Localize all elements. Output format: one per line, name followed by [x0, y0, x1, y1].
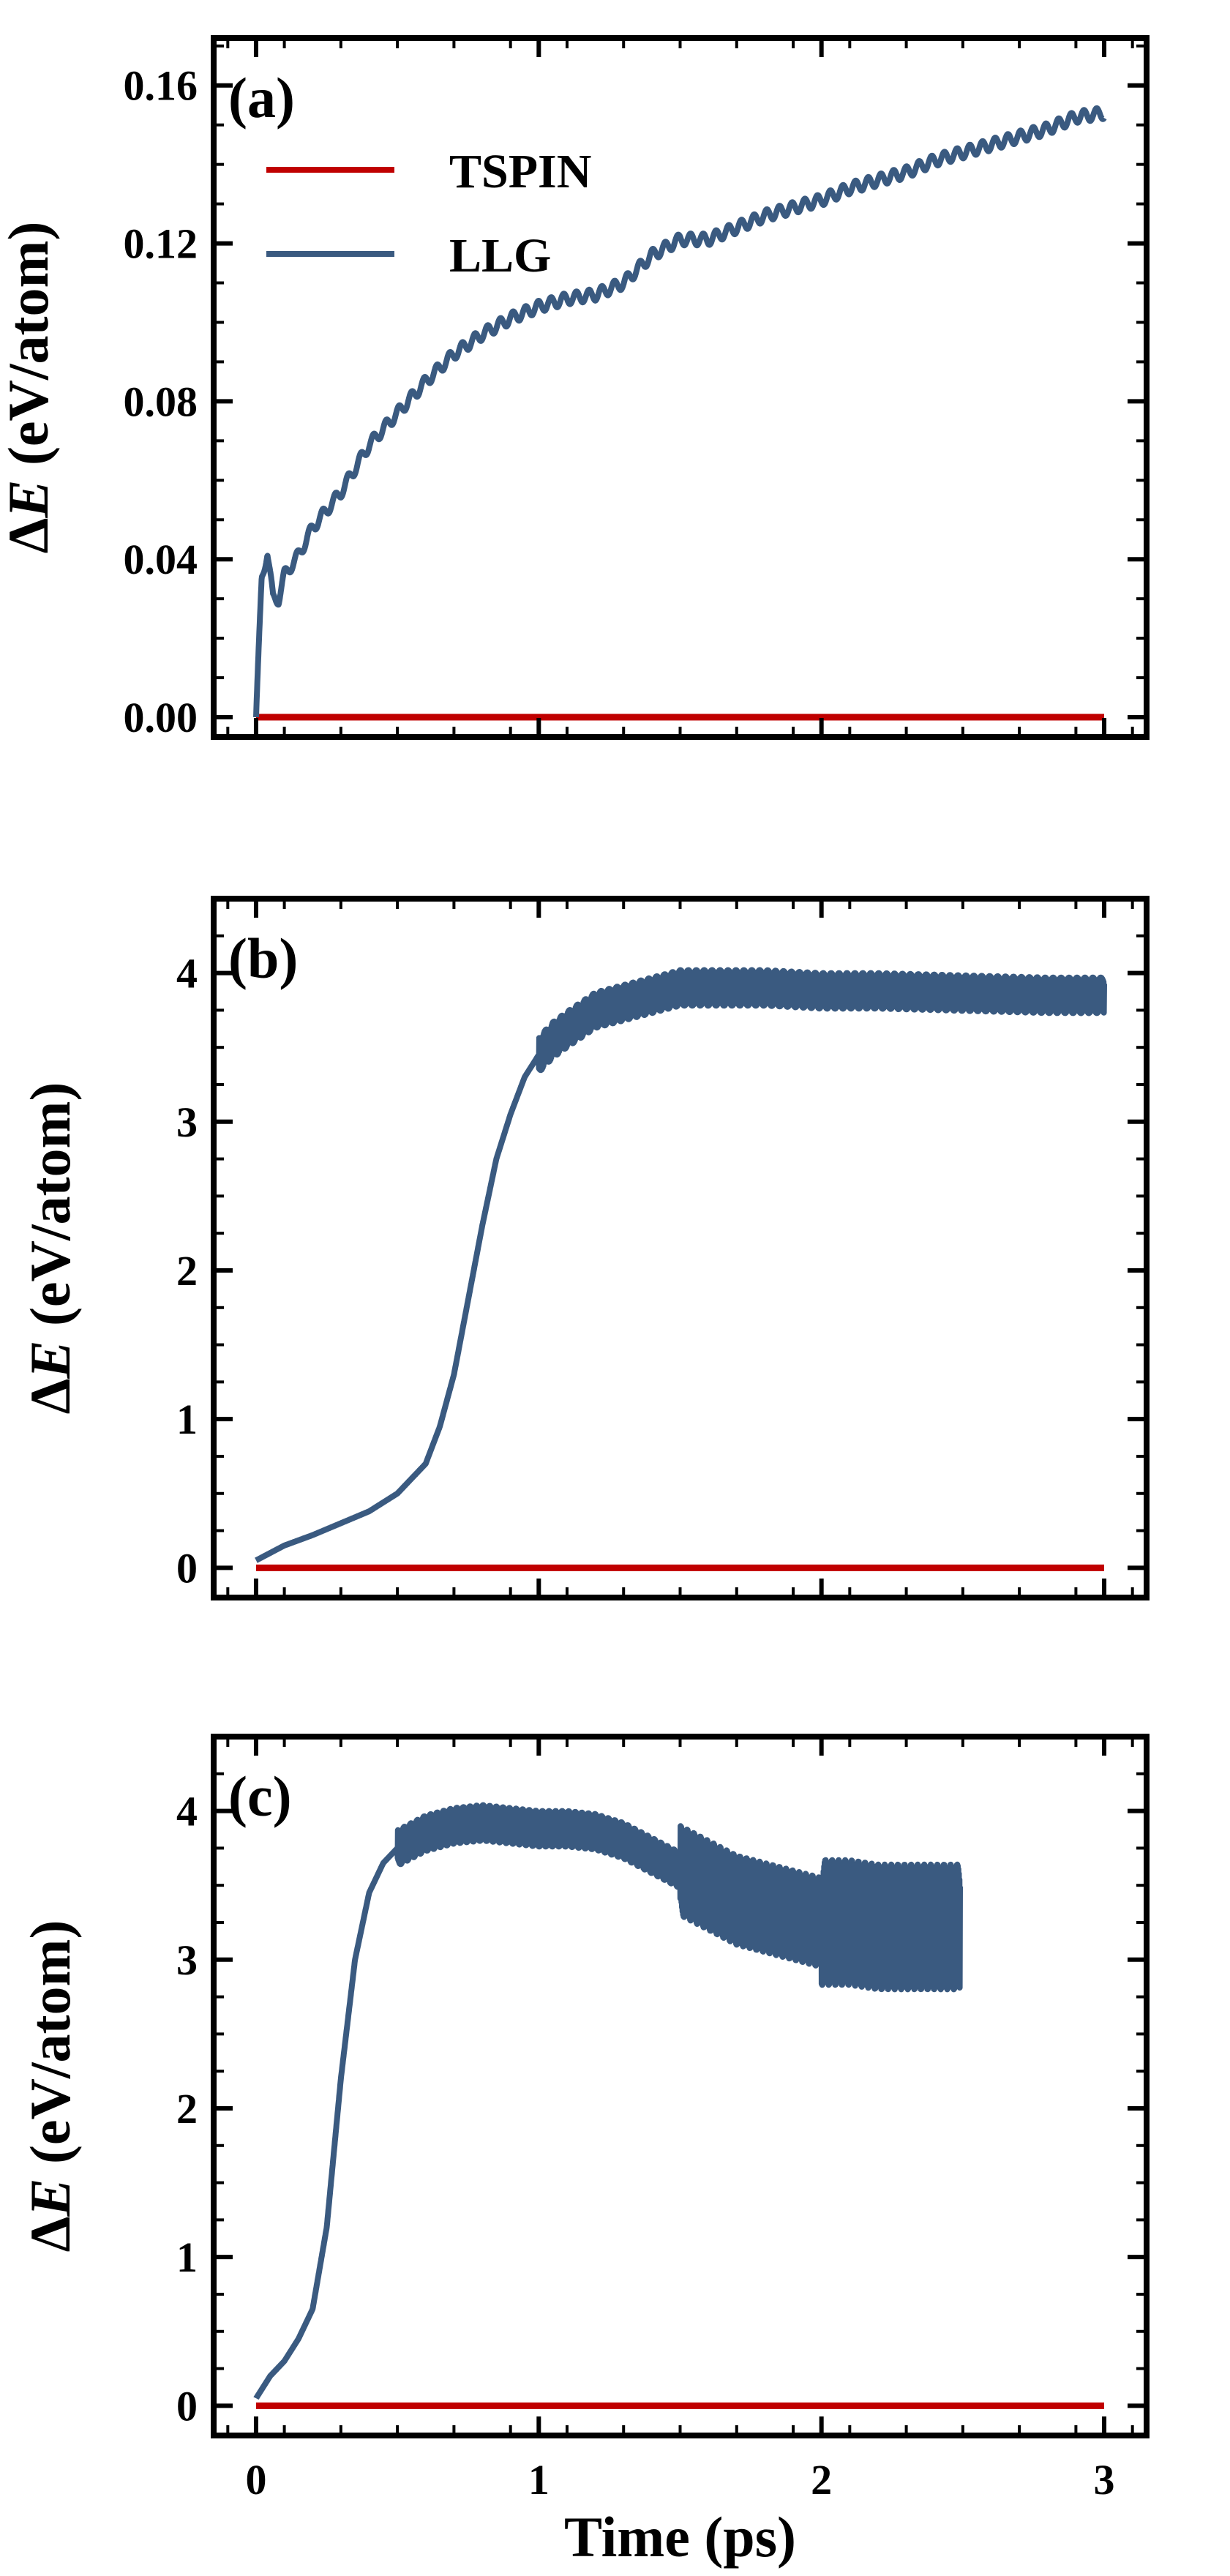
y-axis-title-variable: E [18, 1341, 82, 1379]
y-tick-label: 3 [176, 1936, 198, 1984]
x-tick-label: 1 [528, 2456, 550, 2504]
x-tick-label: 3 [1094, 2456, 1115, 2504]
y-axis-title-delta: Δ [18, 1379, 82, 1415]
y-tick-label: 1 [176, 2234, 198, 2281]
y-tick-label: 0.08 [124, 378, 198, 425]
y-tick-label: 0.04 [124, 536, 198, 583]
legend-label-llg: LLG [449, 229, 551, 282]
y-tick-label: 1 [176, 1396, 198, 1443]
y-tick-label: 3 [176, 1098, 198, 1146]
panel-b-y-axis-title: ΔE (eV/atom) [18, 1082, 82, 1415]
y-tick-label: 4 [176, 1788, 198, 1835]
y-axis-title-variable: E [18, 2179, 82, 2217]
y-tick-label: 0.00 [124, 694, 198, 741]
panel-a: 0.00 0.04 0.08 0.12 0.16 (a) ΔE (eV/atom) TS… [0, 35, 1150, 741]
x-axis-title: Time (ps) [564, 2505, 796, 2569]
legend: TSPIN LLG [266, 145, 591, 282]
series-line-llg [253, 105, 1107, 718]
panel-c-y-axis-title: ΔE (eV/atom) [18, 1920, 82, 2253]
y-axis-title-variable: E [0, 480, 60, 519]
panel-c: 0 1 2 3 0 1 2 3 4 (c) ΔE (eV/atom) Time (ps) [18, 1734, 1150, 2569]
legend-label-tspin: TSPIN [449, 145, 591, 198]
y-axis-title-delta: Δ [0, 518, 60, 554]
y-axis-title-delta: Δ [18, 2217, 82, 2253]
y-tick-label: 2 [176, 1247, 198, 1295]
y-axis-title-unit: (eV/atom) [18, 1920, 82, 2179]
y-tick-label: 4 [176, 950, 198, 997]
series-line-llg [253, 1802, 963, 2401]
x-tick-label: 0 [245, 2456, 266, 2504]
y-tick-label: 2 [176, 2085, 198, 2133]
y-axis-title-unit: (eV/atom) [0, 222, 60, 480]
panel-a-label: (a) [228, 66, 295, 130]
panel-b: 0 1 2 3 4 (b) ΔE (eV/atom) [18, 896, 1150, 1600]
y-tick-label: 0.12 [124, 220, 198, 268]
y-tick-label: 0.16 [124, 62, 198, 110]
y-tick-label: 0 [176, 2382, 198, 2430]
y-axis-title-unit: (eV/atom) [18, 1082, 82, 1341]
y-tick-label: 0 [176, 1544, 198, 1592]
panel-a-y-axis-title: ΔE (eV/atom) [0, 222, 60, 554]
panel-c-label: (c) [228, 1764, 292, 1828]
x-tick-label: 2 [811, 2456, 832, 2504]
series-line-llg [253, 967, 1107, 1563]
panel-b-label: (b) [228, 926, 298, 990]
